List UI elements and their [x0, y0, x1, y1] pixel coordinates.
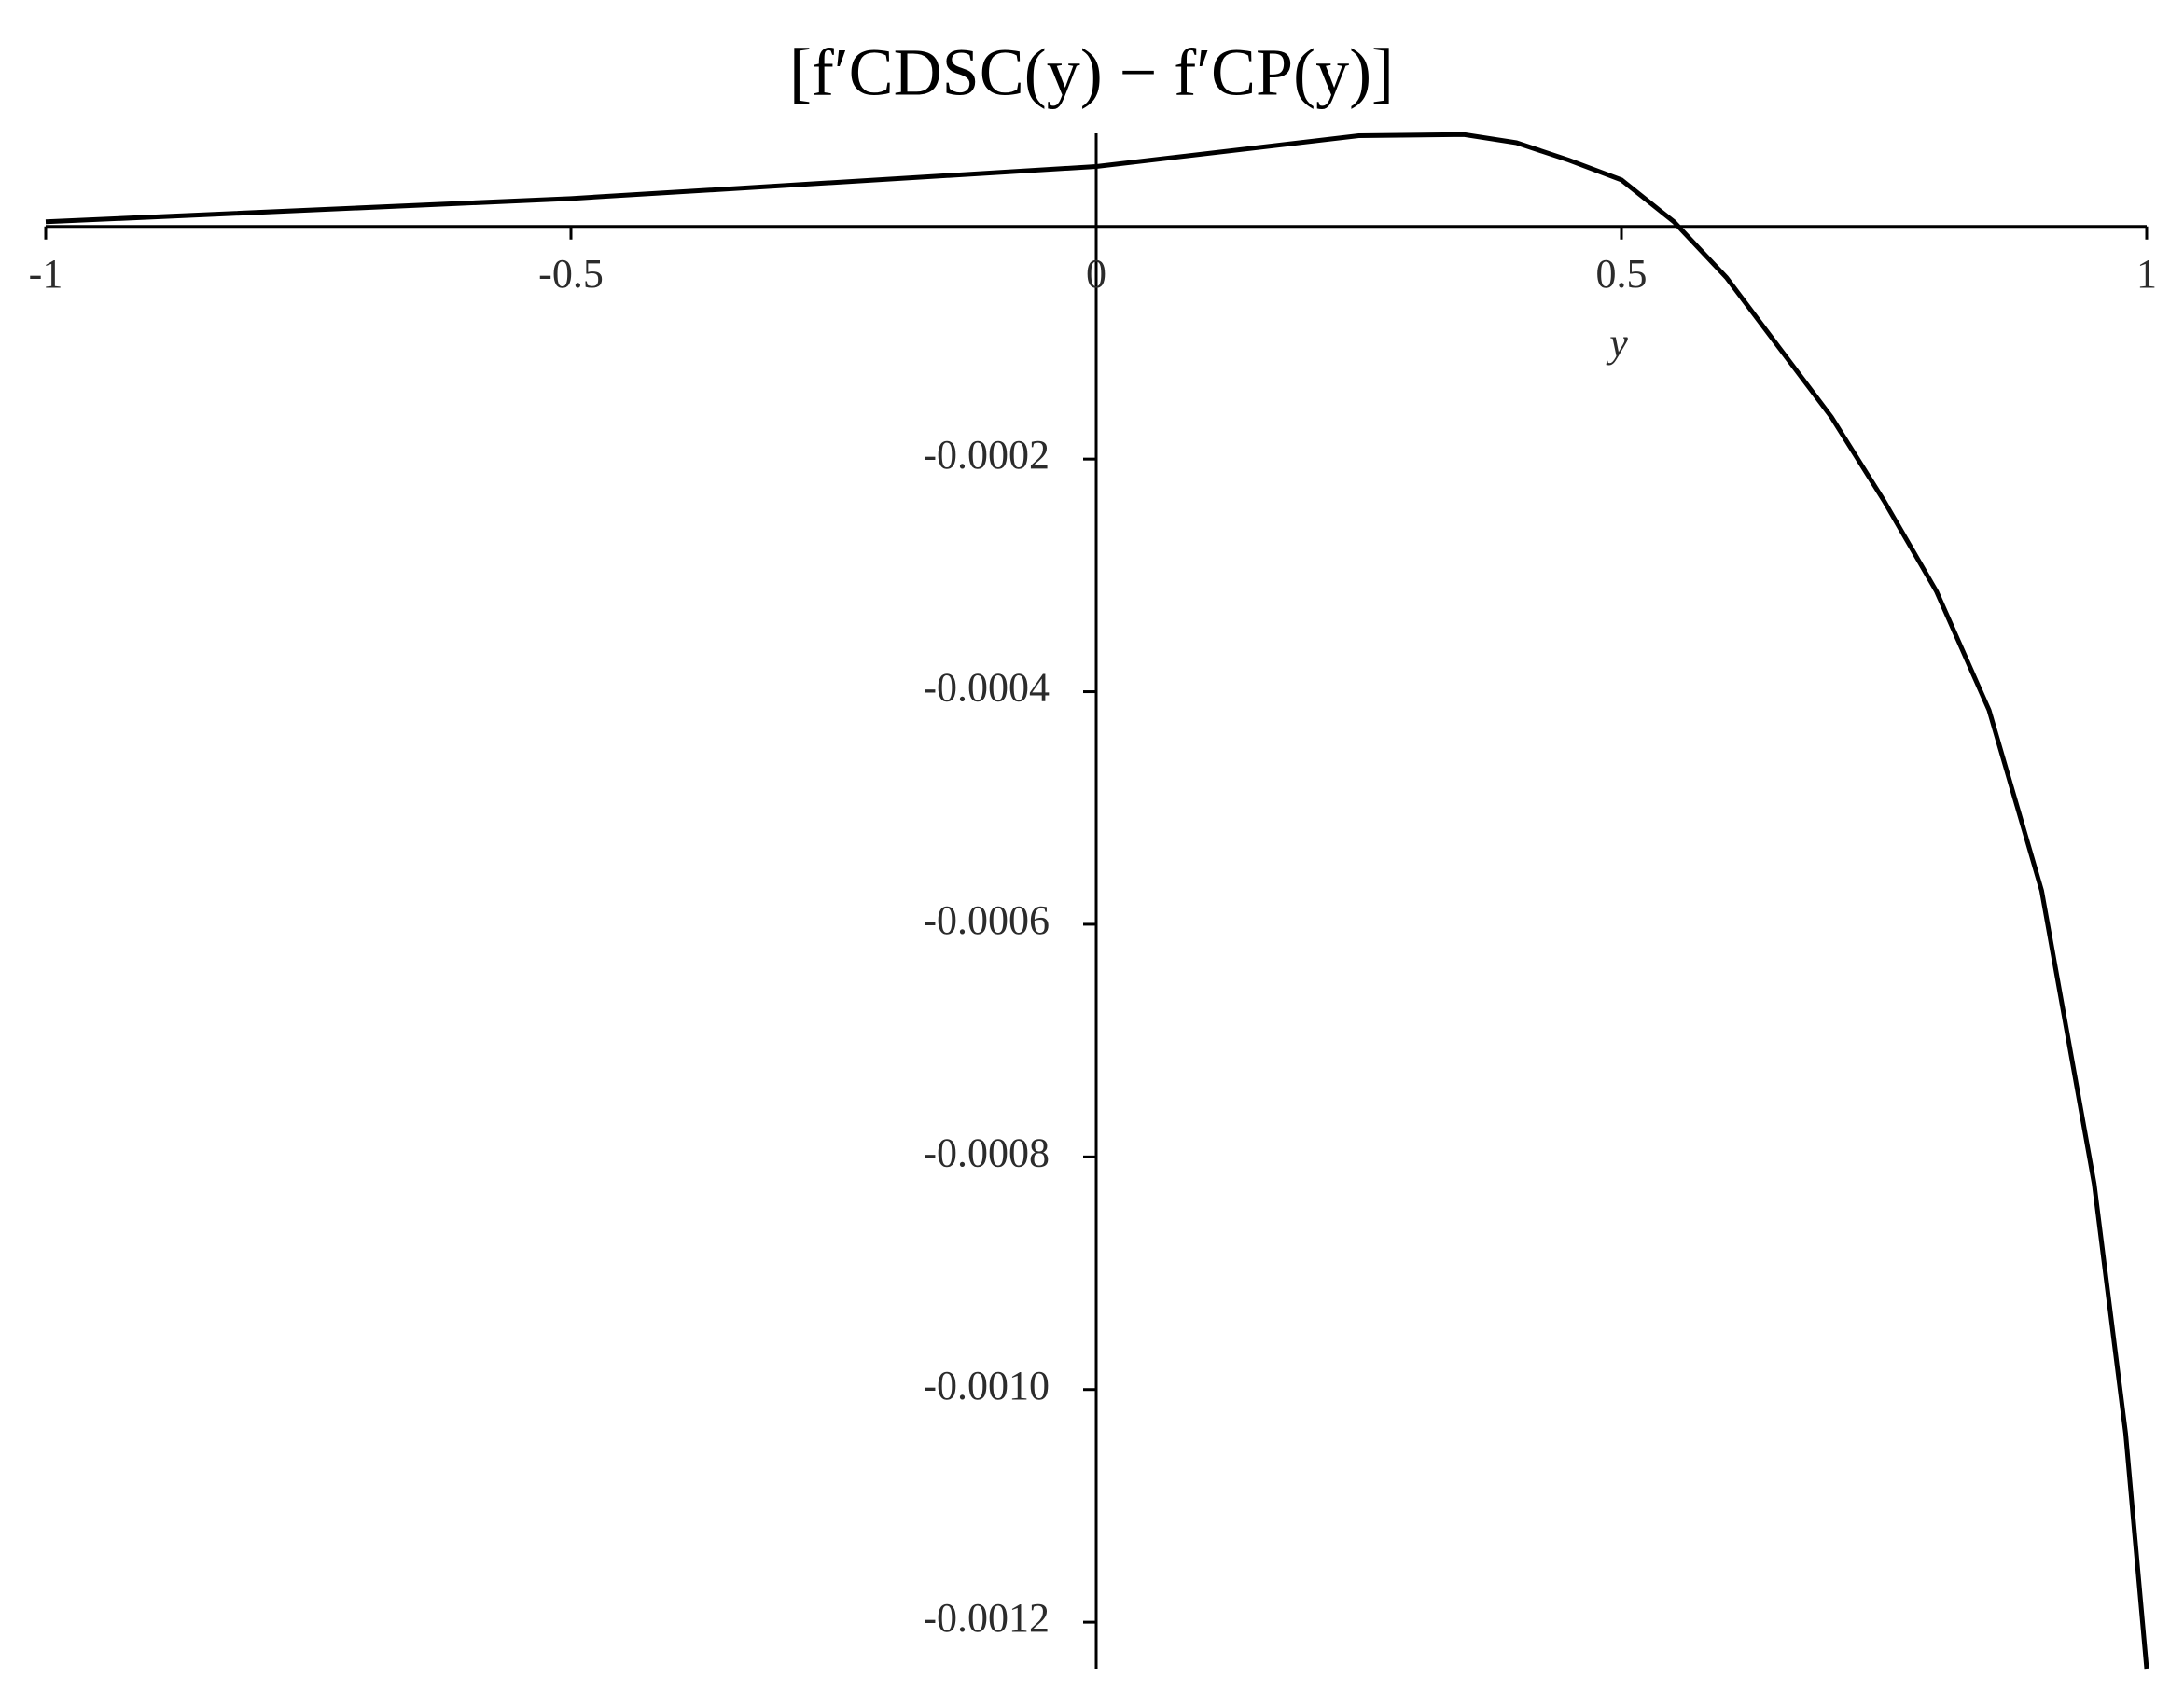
x-tick-label: -0.5: [538, 251, 604, 297]
y-tick-label: -0.0010: [923, 1363, 1050, 1408]
y-tick-label: -0.0002: [923, 432, 1050, 478]
data-line: [45, 132, 2149, 1670]
y-tick-label: -0.0006: [923, 897, 1050, 943]
x-tick-label: 0.5: [1596, 251, 1648, 297]
x-tick-label: 1: [2136, 251, 2157, 297]
y-tick-label: -0.0004: [923, 665, 1050, 711]
chart-title: [f′CDSC(y) − f′CP(y)]: [789, 35, 1394, 110]
x-tick-label: -1: [29, 251, 63, 297]
y-tick-label: -0.0008: [923, 1130, 1050, 1175]
x-axis-label: y: [1606, 320, 1628, 366]
x-tick-label: 0: [1086, 251, 1106, 297]
y-tick-label: -0.0012: [923, 1595, 1050, 1641]
